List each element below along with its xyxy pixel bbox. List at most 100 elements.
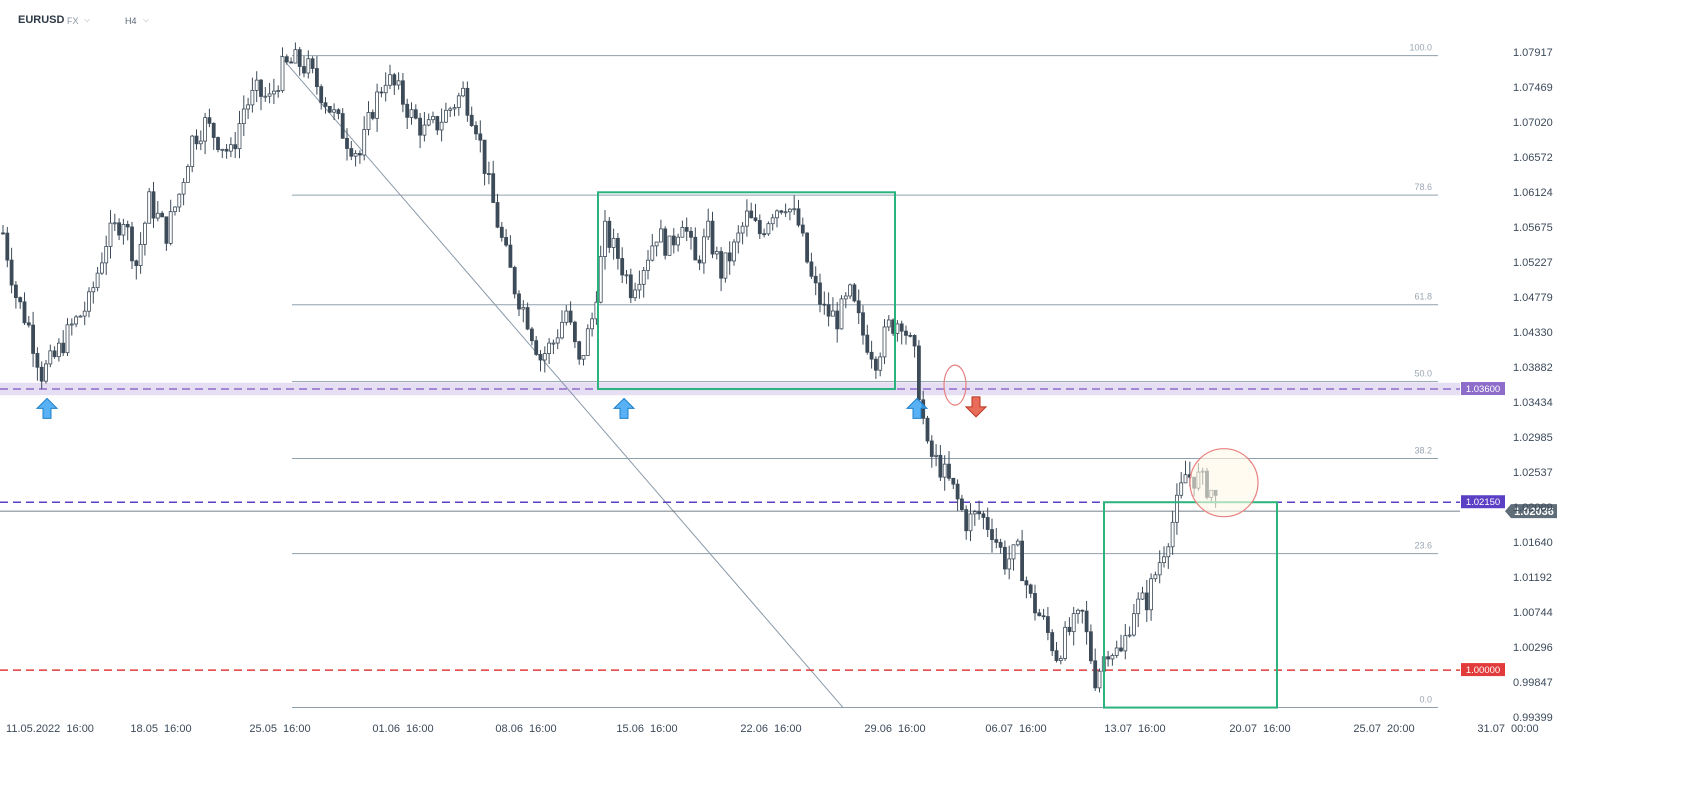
candle-body — [856, 300, 861, 314]
market-dropdown-icon[interactable]: ⌵ — [84, 15, 91, 24]
candle-body — [560, 321, 564, 339]
candle-body — [203, 117, 208, 142]
y-axis-tick-label: 0.99399 — [1513, 712, 1553, 724]
candle-body — [680, 227, 685, 238]
candles — [1, 42, 1218, 693]
candle-body — [465, 87, 470, 116]
candle-body — [151, 191, 156, 219]
candle-body — [607, 220, 612, 248]
timeframe-selector[interactable]: H4 — [125, 16, 137, 26]
candle-body — [340, 113, 345, 139]
candle-body — [435, 116, 440, 131]
candle-body — [955, 483, 960, 500]
candle-body — [508, 244, 513, 268]
candle-body — [250, 89, 255, 106]
candle-body — [1106, 656, 1110, 660]
fib-level-label: 100.0 — [1409, 43, 1432, 53]
candle-body — [177, 193, 182, 208]
fib-level-label: 50.0 — [1414, 369, 1432, 379]
candle-body — [809, 261, 814, 277]
candle-body — [637, 283, 642, 291]
timeframe-dropdown-icon[interactable]: ⌵ — [143, 15, 150, 24]
candle-body — [904, 330, 908, 336]
x-axis-tick-label: 01.06 16:00 — [372, 723, 433, 735]
candle-body — [241, 108, 246, 125]
candle-body — [1058, 658, 1063, 661]
candle-body — [1071, 613, 1076, 633]
candle-body — [482, 139, 487, 174]
candle-body — [31, 324, 36, 354]
candle-body — [422, 124, 427, 136]
current-price-tag — [1505, 504, 1557, 519]
candle-body — [319, 86, 324, 104]
candle-body — [216, 137, 220, 151]
candle-body — [1011, 544, 1016, 560]
candle-body — [134, 260, 139, 266]
candle-body — [684, 227, 689, 232]
candle-body — [1166, 546, 1171, 558]
candle-body — [577, 341, 582, 360]
candle-body — [929, 440, 934, 457]
candle-body — [788, 208, 792, 213]
candle-body — [547, 342, 551, 354]
market-label: FX — [67, 16, 79, 26]
candle-body — [91, 287, 96, 293]
candle-body — [190, 135, 195, 167]
candle-body — [766, 223, 771, 235]
price-tag-label: 1.03600 — [1466, 384, 1500, 395]
candle-body — [650, 245, 655, 261]
candle-body — [1015, 540, 1020, 546]
candle-body — [142, 222, 147, 245]
candle-body — [886, 319, 891, 328]
y-axis-tick-label: 1.07020 — [1513, 117, 1553, 129]
y-axis-tick-label: 1.01640 — [1513, 537, 1553, 549]
candle-body — [1080, 609, 1085, 612]
candle-body — [646, 259, 650, 271]
candle-body — [263, 95, 268, 98]
candle-body — [61, 342, 66, 354]
candle-body — [517, 293, 521, 310]
candle-body — [237, 123, 242, 150]
candle-body — [418, 117, 423, 136]
candle-body — [723, 252, 728, 279]
candle-body — [112, 222, 117, 225]
candle-body — [895, 323, 900, 334]
candle-body — [676, 236, 680, 246]
candle-body — [697, 259, 702, 264]
candle-body — [1136, 598, 1141, 615]
candle-body — [181, 181, 186, 195]
candle-body — [1037, 612, 1042, 617]
candle-body — [284, 56, 289, 63]
candle-body — [1097, 670, 1102, 689]
x-axis-tick-label: 25.07 20:00 — [1353, 723, 1414, 735]
y-axis-tick-label: 1.02537 — [1513, 467, 1553, 479]
candle-body — [1153, 574, 1158, 580]
candle-body — [207, 117, 212, 124]
candle-body — [289, 61, 294, 64]
candle-body — [1140, 592, 1145, 600]
candle-body — [1127, 634, 1132, 637]
candle-body — [18, 297, 23, 303]
y-axis-tick-label: 1.05675 — [1513, 222, 1553, 234]
candle-body — [310, 58, 315, 69]
candle-body — [831, 310, 835, 317]
candle-body — [667, 235, 672, 256]
candle-body — [512, 266, 517, 295]
fib-level-label: 38.2 — [1414, 446, 1432, 456]
candle-body — [934, 454, 938, 457]
candle-body — [82, 310, 87, 317]
arrow-down-icon — [964, 396, 988, 418]
candle-body — [211, 122, 216, 138]
candle-body — [353, 153, 358, 157]
candle-body — [530, 328, 534, 342]
candle-body — [947, 463, 951, 479]
y-axis-tick-label: 1.04779 — [1513, 292, 1553, 304]
candle-body — [1179, 482, 1184, 496]
y-axis-tick-label: 1.02089 — [1513, 502, 1553, 514]
candle-body — [160, 212, 165, 218]
candle-body — [706, 220, 711, 238]
candle-body — [39, 366, 44, 382]
candle-body — [259, 79, 263, 97]
candle-body — [960, 498, 964, 511]
